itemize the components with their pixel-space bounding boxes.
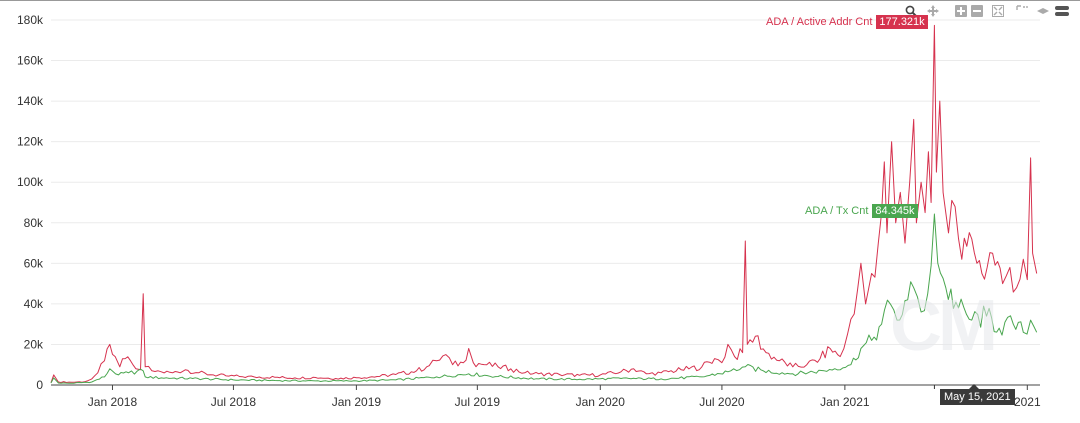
y-tick-label: 60k	[24, 256, 44, 270]
zoom-out-icon[interactable]	[971, 5, 983, 17]
series-line-0[interactable]	[50, 24, 1038, 383]
top-border	[0, 0, 1080, 1]
y-tick-label: 20k	[24, 337, 44, 351]
zoom-in-icon[interactable]	[955, 5, 967, 17]
series-name-label: ADA / Active Addr Cnt	[766, 16, 873, 29]
y-tick-label: 0	[36, 378, 43, 392]
toggle-spike-icon[interactable]	[1036, 5, 1049, 17]
y-tick-label: 120k	[17, 135, 44, 149]
series-name-label: ADA / Tx Cnt	[805, 204, 869, 217]
y-tick-label: 40k	[24, 297, 44, 311]
series-group	[50, 24, 1038, 384]
reset-axes-icon[interactable]	[1016, 5, 1028, 17]
y-axis: 0 20k 40k 60k 80k 100k 120k 140k 160k 180k	[17, 13, 44, 392]
hover-date-label: May 15, 2021	[940, 384, 1015, 405]
x-axis: Jan 2018 Jul 2018 Jan 2019 Jul 2019 Jan 2020…	[88, 385, 1041, 409]
x-tick-label: Jul 2018	[211, 395, 257, 409]
x-tick-label: Jan 2018	[88, 395, 138, 409]
pan-icon[interactable]	[927, 5, 939, 17]
series-line-1[interactable]	[50, 213, 1038, 384]
legend-toggle-icon[interactable]	[1055, 5, 1069, 17]
y-tick-label: 180k	[17, 13, 44, 27]
y-tick-label: 160k	[17, 54, 44, 68]
x-tick-label: Jul 2020	[699, 395, 745, 409]
y-tick-label: 80k	[24, 216, 44, 230]
series-value-tag: 177.321k	[876, 15, 928, 30]
y-tick-label: 100k	[17, 175, 44, 189]
y-tick-label: 140k	[17, 94, 44, 108]
x-tick-label: Jan 2020	[576, 395, 626, 409]
series-value-tag: 84.345k	[872, 203, 918, 218]
watermark-logo: CM	[890, 286, 998, 366]
x-tick-label: Jul 2019	[455, 395, 501, 409]
x-tick-label: Jan 2021	[820, 395, 870, 409]
chart-grid	[51, 19, 1040, 386]
autoscale-icon[interactable]	[992, 5, 1004, 17]
x-tick-label: Jan 2019	[332, 395, 382, 409]
x-tick-label: 2021	[1014, 395, 1041, 409]
